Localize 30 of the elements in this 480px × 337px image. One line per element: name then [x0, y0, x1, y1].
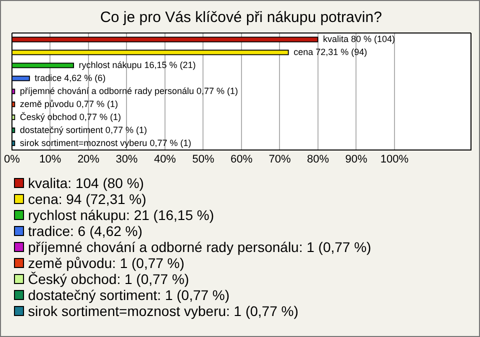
x-tick-label: 50%: [192, 153, 214, 166]
data-label: rychlost nákupu 16,15 % (21): [78, 60, 196, 70]
legend-label: země původu: 1 (0,77 %): [28, 254, 184, 271]
legend-label: Český obchod: 1 (0,77 %): [28, 270, 190, 287]
legend-label: dostatečný sortiment: 1 (0,77 %): [28, 286, 230, 303]
data-label: země původu 0,77 % (1): [20, 98, 118, 109]
legend-label: kvalita: 104 (80 %): [28, 174, 144, 191]
data-label: sirok sortiment=moznost vyberu 0,77 % (1): [20, 138, 192, 148]
x-tick-label: 20%: [77, 153, 100, 166]
x-tick-label: 100%: [380, 153, 409, 166]
data-label: kvalita 80 % (104): [322, 34, 396, 44]
data-label: tradice 4,62 % (6): [34, 72, 106, 83]
x-tick-label: 70%: [268, 153, 291, 166]
x-tick-label: 10%: [39, 153, 62, 166]
x-tick-label: 60%: [230, 153, 253, 166]
data-label: příjemné chování a odborné rady personálu 0,77 % (1): [20, 86, 238, 96]
x-tick-label: 30%: [116, 153, 138, 166]
x-tick-label: 40%: [154, 153, 176, 166]
data-label: Český obchod 0,77 % (1): [20, 112, 121, 122]
data-label: dostatečný sortiment 0,77 % (1): [20, 124, 147, 135]
chart-title: Co je pro Vás klíčové při nákupu potravin?: [100, 9, 382, 26]
legend-label: rychlost nákupu: 21 (16,15 %): [28, 206, 214, 223]
legend-label: sirok sortiment=moznost vyberu: 1 (0,77 %): [28, 302, 298, 319]
x-tick-label: 0%: [4, 153, 20, 166]
legend-label: tradice: 6 (4,62 %): [28, 222, 142, 239]
legend-label: příjemné chování a odborné rady personálu: 1 (0,77 %): [28, 238, 372, 255]
legend-label: cena: 94 (72,31 %): [28, 190, 146, 207]
data-label: cena 72,31 % (94): [294, 46, 368, 57]
x-tick-label: 80%: [306, 153, 330, 166]
x-tick-label: 90%: [345, 153, 368, 166]
